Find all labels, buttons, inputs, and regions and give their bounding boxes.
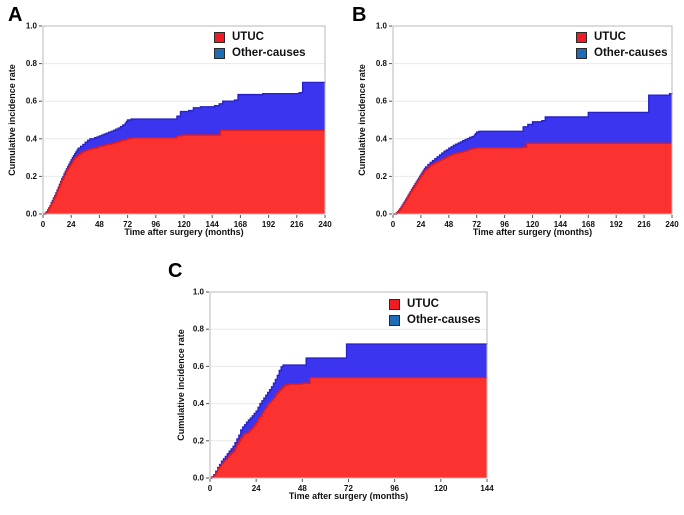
y-tick-label: 0.2 bbox=[193, 436, 205, 445]
utuc-curve bbox=[43, 129, 325, 215]
utuc-swatch-icon bbox=[389, 298, 400, 310]
legend-row-other-causes: Other-causes bbox=[389, 314, 481, 326]
panel-c-y-axis-title: Cumulative incidence rate bbox=[176, 329, 186, 441]
y-tick-label: 1.0 bbox=[193, 288, 205, 297]
panel-c-plot: 0 24 48 72 96 120 144 0.0 0.2 0.4 0.6 0.8 1.0 bbox=[193, 288, 494, 494]
panel-a-x-axis-title: Time after surgery (months) bbox=[124, 227, 244, 237]
utuc-curve bbox=[210, 376, 488, 479]
panel-b-legend: UTUC Other-causes bbox=[576, 31, 668, 63]
legend-label-other-causes: Other-causes bbox=[594, 47, 668, 59]
x-tick-label: 240 bbox=[665, 220, 679, 229]
x-tick-label: 144 bbox=[206, 220, 220, 229]
other-causes-curve bbox=[43, 81, 326, 215]
y-tick-label: 0.6 bbox=[193, 362, 205, 371]
panel-c-x-axis-title: Time after surgery (months) bbox=[288, 491, 409, 501]
x-tick-label: 48 bbox=[95, 220, 104, 229]
panel-b: B 0 24 48 72 96 120 144 168 192 216 240 0.0 0.2 0.4 0.… bbox=[342, 0, 684, 250]
utuc-curve bbox=[393, 142, 672, 215]
legend-label-utuc: UTUC bbox=[594, 31, 626, 43]
x-tick-label: 72 bbox=[344, 484, 353, 493]
y-tick-label: 0.8 bbox=[193, 325, 205, 334]
legend-row-utuc: UTUC bbox=[214, 31, 306, 43]
x-tick-label: 24 bbox=[416, 220, 425, 229]
x-tick-label: 96 bbox=[500, 220, 509, 229]
y-tick-label: 1.0 bbox=[376, 22, 388, 31]
legend-row-utuc: UTUC bbox=[389, 298, 481, 310]
other-causes-swatch-icon bbox=[389, 314, 400, 326]
utuc-area bbox=[43, 130, 325, 214]
x-tick-label: 192 bbox=[610, 220, 624, 229]
panel-b-y-axis-title: Cumulative incidence rate bbox=[357, 64, 367, 176]
x-tick-label: 144 bbox=[480, 484, 494, 493]
panel-b-letter: B bbox=[352, 4, 367, 26]
x-tick-label: 120 bbox=[177, 220, 191, 229]
other-causes-curve bbox=[393, 92, 673, 215]
panel-a-y-axis-title: Cumulative incidence rate bbox=[7, 64, 17, 176]
y-tick-label: 0.6 bbox=[26, 97, 38, 106]
legend-label-other-causes: Other-causes bbox=[407, 314, 481, 326]
x-tick-label: 24 bbox=[67, 220, 76, 229]
y-tick-label: 0.4 bbox=[193, 399, 205, 408]
y-tick-label: 0.8 bbox=[26, 59, 38, 68]
plot-frame bbox=[209, 291, 488, 479]
x-tick-label: 120 bbox=[434, 484, 448, 493]
y-tick-label: 0.4 bbox=[26, 134, 38, 143]
panel-a: A 0 24 48 72 96 120 144 168 192 216 240 0.0 0.2 0.4 0.… bbox=[0, 0, 342, 250]
x-tick-label: 96 bbox=[151, 220, 160, 229]
legend-row-other-causes: Other-causes bbox=[214, 47, 306, 59]
x-tick-label: 240 bbox=[318, 220, 332, 229]
x-tick-label: 96 bbox=[390, 484, 399, 493]
x-tick-label: 120 bbox=[526, 220, 540, 229]
panel-b-x-axis-title: Time after surgery (months) bbox=[472, 227, 593, 237]
panel-a-legend: UTUC Other-causes bbox=[214, 31, 306, 63]
panel-c-legend: UTUC Other-causes bbox=[389, 298, 481, 330]
other-causes-swatch-icon bbox=[214, 47, 225, 59]
legend-row-utuc: UTUC bbox=[576, 31, 668, 43]
panel-a-plot: 0 24 48 72 96 120 144 168 192 216 240 0.0 0.2 0.4 0.6 0… bbox=[26, 22, 332, 230]
legend-label-other-causes: Other-causes bbox=[232, 47, 306, 59]
panel-c-letter: C bbox=[168, 260, 183, 282]
legend-label-utuc: UTUC bbox=[407, 298, 439, 310]
x-tick-label: 48 bbox=[444, 220, 453, 229]
x-tick-label: 0 bbox=[391, 220, 396, 229]
y-tick-label: 0.2 bbox=[376, 172, 388, 181]
x-tick-label: 0 bbox=[41, 220, 46, 229]
other-causes-swatch-icon bbox=[576, 47, 587, 59]
y-tick-label: 0.0 bbox=[376, 210, 388, 219]
other-causes-curve bbox=[210, 343, 488, 479]
x-tick-label: 216 bbox=[290, 220, 304, 229]
y-tick-label: 0.8 bbox=[376, 59, 388, 68]
y-tick-label: 1.0 bbox=[26, 22, 38, 31]
legend-row-other-causes: Other-causes bbox=[576, 47, 668, 59]
plot-frame bbox=[42, 25, 326, 215]
x-tick-label: 0 bbox=[208, 484, 213, 493]
plot-frame bbox=[392, 25, 673, 215]
panel-b-plot: 0 24 48 72 96 120 144 168 192 216 240 0.0 0.2 0.4 0.6 0… bbox=[376, 22, 679, 230]
x-tick-label: 216 bbox=[637, 220, 651, 229]
x-tick-label: 168 bbox=[234, 220, 248, 229]
utuc-swatch-icon bbox=[576, 31, 587, 43]
utuc-area bbox=[210, 377, 487, 478]
x-tick-label: 24 bbox=[252, 484, 261, 493]
y-tick-label: 0.2 bbox=[26, 172, 38, 181]
x-tick-label: 72 bbox=[123, 220, 132, 229]
x-tick-label: 168 bbox=[582, 220, 596, 229]
y-tick-label: 0.6 bbox=[376, 97, 388, 106]
utuc-swatch-icon bbox=[214, 31, 225, 43]
x-tick-label: 72 bbox=[472, 220, 481, 229]
legend-label-utuc: UTUC bbox=[232, 31, 264, 43]
panel-c: C 0 24 48 72 96 120 144 0.0 0.2 0.4 0.6 0.8 1.0 Cumu… bbox=[155, 255, 535, 515]
x-tick-label: 144 bbox=[554, 220, 568, 229]
x-tick-label: 192 bbox=[262, 220, 276, 229]
y-tick-label: 0.4 bbox=[376, 134, 388, 143]
y-tick-label: 0.0 bbox=[193, 474, 205, 483]
y-tick-label: 0.0 bbox=[26, 210, 38, 219]
panel-a-letter: A bbox=[8, 4, 23, 26]
utuc-area bbox=[393, 143, 672, 214]
x-tick-label: 48 bbox=[298, 484, 307, 493]
